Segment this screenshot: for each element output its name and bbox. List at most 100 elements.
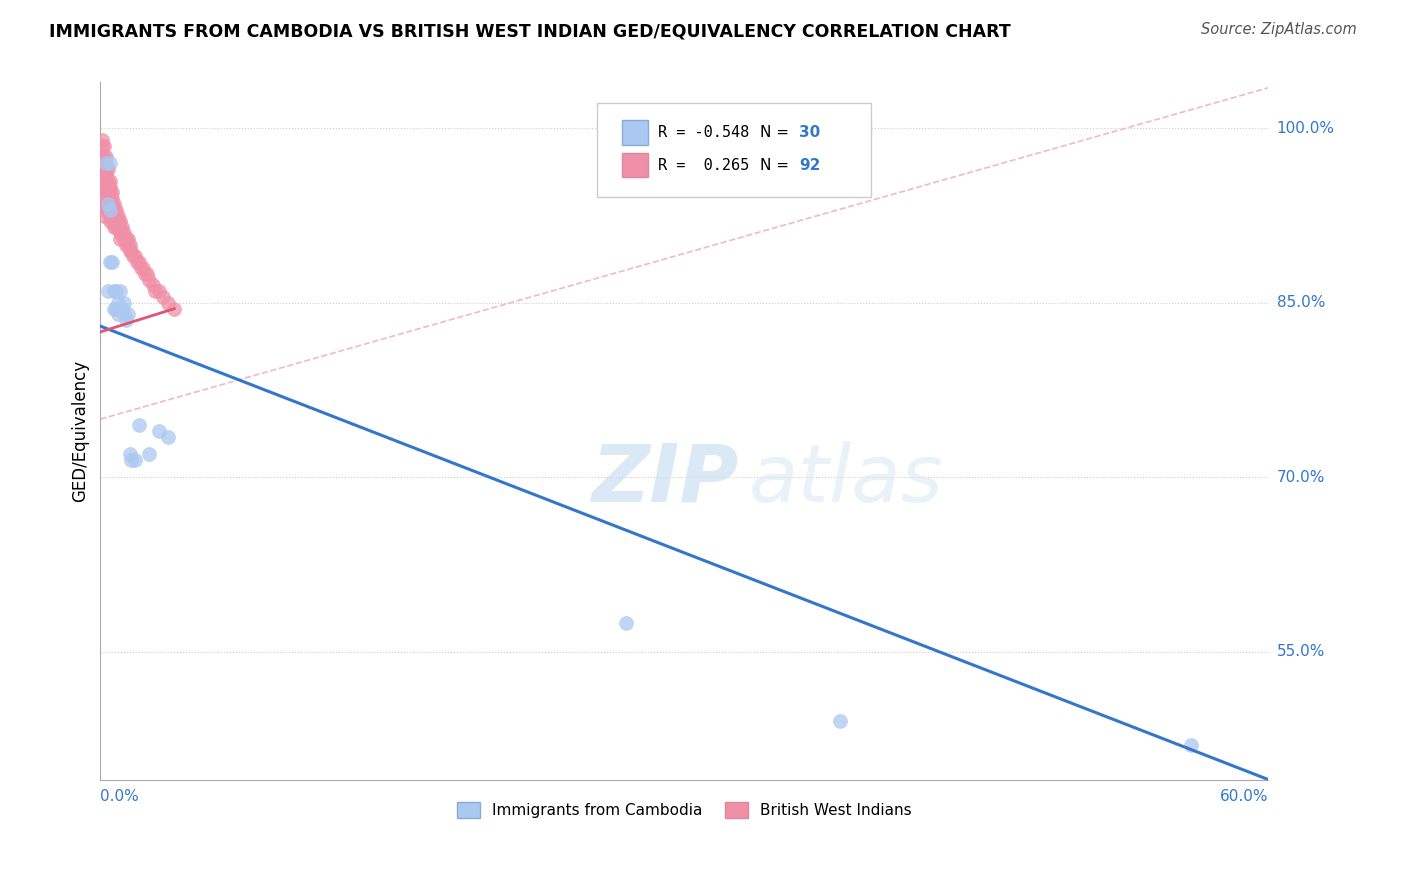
Point — [93, 197, 115, 211]
Point — [107, 220, 129, 235]
Point — [98, 202, 121, 217]
Point — [101, 209, 124, 223]
Point — [98, 255, 121, 269]
Point — [107, 308, 129, 322]
Point — [107, 296, 129, 310]
Point — [93, 162, 115, 177]
Legend: Immigrants from Cambodia, British West Indians: Immigrants from Cambodia, British West I… — [451, 796, 918, 824]
Point — [97, 174, 120, 188]
Point — [112, 232, 135, 246]
Point — [101, 197, 124, 211]
Point — [143, 284, 166, 298]
Point — [103, 202, 125, 217]
Point — [138, 272, 160, 286]
Point — [118, 244, 141, 258]
Text: 92: 92 — [799, 158, 820, 173]
Point — [128, 417, 150, 432]
Point — [138, 447, 160, 461]
Point — [91, 133, 114, 147]
Point — [117, 237, 139, 252]
Point — [98, 179, 121, 194]
Point — [118, 237, 141, 252]
Point — [111, 226, 134, 240]
Point — [103, 197, 125, 211]
Point — [163, 301, 186, 316]
Point — [124, 452, 146, 467]
Point — [91, 186, 114, 200]
Point — [103, 220, 125, 235]
Point — [157, 429, 180, 443]
Point — [91, 151, 114, 165]
Text: N =: N = — [761, 125, 794, 140]
Point — [122, 249, 145, 263]
Point — [134, 267, 156, 281]
Point — [128, 255, 150, 269]
Point — [91, 139, 114, 153]
Point — [104, 209, 127, 223]
Point — [101, 186, 124, 200]
Point — [108, 301, 131, 316]
Text: 30: 30 — [799, 125, 820, 140]
Point — [93, 186, 115, 200]
Y-axis label: GED/Equivalency: GED/Equivalency — [72, 359, 89, 502]
Point — [103, 209, 125, 223]
Point — [157, 296, 180, 310]
Point — [108, 220, 131, 235]
Point — [108, 232, 131, 246]
Point — [114, 313, 136, 327]
Point — [91, 174, 114, 188]
Point — [93, 179, 115, 194]
Point — [104, 202, 127, 217]
Point — [127, 255, 149, 269]
Text: 60.0%: 60.0% — [1220, 789, 1268, 804]
Point — [101, 255, 124, 269]
Text: 70.0%: 70.0% — [1277, 470, 1324, 484]
Point — [93, 151, 115, 165]
Point — [148, 284, 170, 298]
Point — [97, 191, 120, 205]
Point — [112, 226, 135, 240]
Text: 100.0%: 100.0% — [1277, 121, 1334, 136]
Point — [96, 168, 118, 182]
Point — [91, 162, 114, 177]
Text: N =: N = — [761, 158, 794, 173]
Point — [136, 267, 159, 281]
Point — [96, 151, 118, 165]
Text: 0.0%: 0.0% — [100, 789, 139, 804]
Point — [129, 260, 152, 275]
Point — [112, 296, 135, 310]
Point — [142, 278, 165, 293]
Point — [98, 156, 121, 170]
Text: IMMIGRANTS FROM CAMBODIA VS BRITISH WEST INDIAN GED/EQUIVALENCY CORRELATION CHAR: IMMIGRANTS FROM CAMBODIA VS BRITISH WEST… — [49, 22, 1011, 40]
Text: Source: ZipAtlas.com: Source: ZipAtlas.com — [1201, 22, 1357, 37]
Point — [97, 197, 120, 211]
Point — [96, 174, 118, 188]
FancyBboxPatch shape — [623, 120, 648, 145]
Point — [101, 214, 124, 228]
Point — [98, 174, 121, 188]
Point — [107, 214, 129, 228]
Point — [97, 186, 120, 200]
Point — [91, 179, 114, 194]
Point — [96, 162, 118, 177]
Point — [93, 174, 115, 188]
Point — [104, 214, 127, 228]
Point — [98, 197, 121, 211]
Point — [97, 284, 120, 298]
FancyBboxPatch shape — [623, 153, 648, 178]
Point — [118, 447, 141, 461]
Point — [148, 424, 170, 438]
Point — [91, 156, 114, 170]
Point — [114, 232, 136, 246]
FancyBboxPatch shape — [596, 103, 872, 197]
Point — [96, 156, 118, 170]
Point — [108, 284, 131, 298]
Point — [107, 209, 129, 223]
Point — [97, 197, 120, 211]
Point — [98, 214, 121, 228]
Point — [93, 202, 115, 217]
Point — [96, 186, 118, 200]
Point — [93, 168, 115, 182]
Point — [91, 168, 114, 182]
Point — [104, 220, 127, 235]
